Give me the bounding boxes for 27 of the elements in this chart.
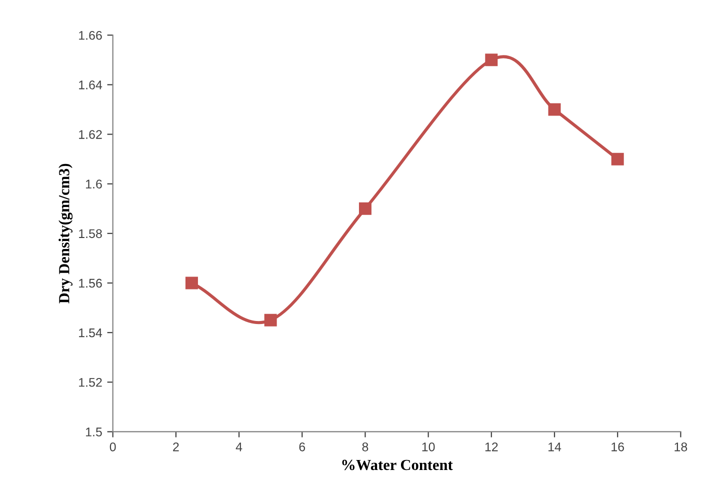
point	[264, 314, 277, 326]
point	[185, 276, 198, 290]
x-tick-label: 14	[548, 442, 562, 452]
x-tick-label: 0	[110, 442, 116, 452]
y-tick-label: 1.64	[79, 80, 102, 90]
y-tick-label: 1.52	[79, 378, 102, 387]
y-tick-label: 1.54	[79, 328, 102, 338]
y-tick-label: 1.56	[79, 278, 102, 288]
x-tick-label: 8	[362, 442, 368, 452]
y-axis-title: Dry Density(gm/cm3)	[58, 164, 73, 304]
point	[548, 103, 561, 116]
point	[611, 152, 624, 166]
x-tick-label: 2	[173, 442, 179, 452]
x-tick-label: 6	[299, 442, 306, 452]
x-tick-label: 16	[612, 442, 624, 452]
x-tick-label: 4	[236, 442, 242, 452]
y-tick-label: 1.62	[79, 130, 102, 139]
point	[358, 202, 372, 215]
x-tick-label: 18	[674, 442, 688, 452]
y-tick-label: 1.5	[86, 428, 102, 436]
point	[485, 54, 498, 66]
x-tick-label: 12	[485, 442, 498, 452]
y-tick-label: 1.58	[79, 229, 102, 238]
y-tick-label: 1.66	[79, 30, 102, 40]
x-axis-title: %Water Content	[342, 460, 453, 470]
y-tick-label: 1.6	[86, 180, 102, 189]
x-tick-label: 10	[422, 442, 435, 452]
